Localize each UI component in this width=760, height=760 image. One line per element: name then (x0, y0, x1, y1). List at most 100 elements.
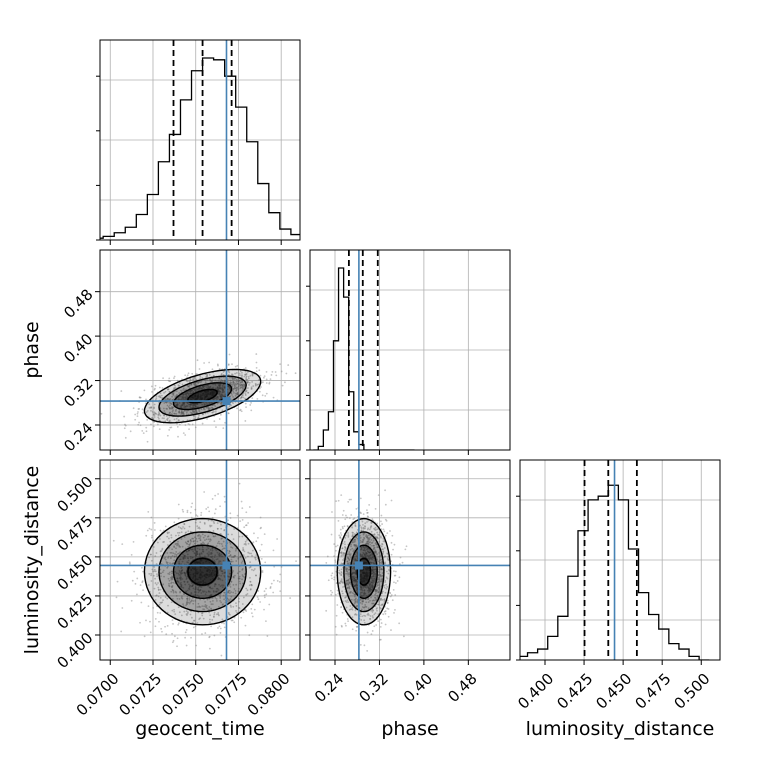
sample-point (376, 589, 378, 592)
sample-point (194, 588, 197, 591)
sample-point (198, 605, 201, 608)
sample-point (370, 588, 373, 591)
sample-point (206, 535, 209, 538)
sample-point (139, 584, 142, 586)
sample-point (175, 572, 178, 575)
sample-point (392, 588, 395, 591)
sample-point (383, 530, 386, 533)
sample-point (236, 382, 239, 385)
sample-point (182, 402, 185, 405)
sample-point (204, 412, 207, 415)
sample-point (182, 393, 185, 396)
sample-point (364, 604, 367, 606)
sample-point (246, 381, 249, 384)
sample-point (139, 621, 141, 624)
sample-point (393, 581, 395, 584)
sample-point (230, 383, 232, 386)
sample-point (170, 578, 173, 581)
sample-point (345, 583, 348, 586)
sample-point (368, 534, 370, 537)
sample-point (199, 617, 202, 620)
sample-point (389, 530, 391, 532)
sample-point (220, 379, 223, 381)
sample-point (385, 519, 388, 522)
sample-point (362, 549, 365, 552)
sample-point (386, 552, 389, 555)
sample-point (196, 594, 199, 597)
sample-point (381, 568, 384, 571)
sample-point (372, 602, 375, 605)
sample-point (217, 493, 220, 495)
sample-point (383, 610, 386, 613)
sample-point (368, 537, 371, 540)
sample-point (171, 577, 174, 580)
sample-point (345, 579, 348, 582)
sample-point (364, 525, 367, 528)
sample-point (374, 529, 377, 532)
sample-point (255, 370, 258, 373)
sample-point (177, 622, 180, 625)
sample-point (182, 412, 185, 415)
sample-point (219, 554, 221, 557)
sample-point (345, 606, 348, 609)
sample-point (213, 559, 216, 562)
sample-point (360, 512, 362, 515)
sample-point (372, 575, 374, 578)
sample-point (199, 521, 202, 524)
sample-point (192, 587, 195, 590)
sample-point (166, 397, 169, 400)
sample-point (230, 581, 233, 583)
sample-point (239, 370, 242, 373)
sample-point (180, 413, 183, 416)
sample-point (342, 552, 345, 554)
sample-point (373, 599, 376, 602)
sample-point (115, 596, 118, 599)
sample-point (216, 386, 219, 389)
sample-point (207, 407, 209, 410)
sample-point (204, 603, 207, 606)
sample-point (181, 566, 183, 569)
sample-point (198, 595, 200, 598)
sample-point (380, 597, 382, 600)
sample-point (177, 580, 179, 583)
sample-point (294, 372, 297, 375)
sample-point (218, 392, 221, 395)
sample-point (354, 538, 356, 541)
sample-point (180, 538, 183, 540)
sample-point (188, 525, 191, 528)
sample-point (197, 588, 200, 590)
contour-0 (187, 388, 218, 404)
sample-point (148, 572, 151, 575)
sample-point (222, 373, 225, 376)
sample-point (202, 548, 205, 551)
sample-point (193, 404, 196, 407)
sample-point (203, 402, 206, 405)
sample-point (205, 591, 208, 594)
sample-point (180, 571, 182, 574)
sample-point (210, 539, 212, 541)
sample-point (356, 559, 359, 562)
sample-point (264, 561, 267, 564)
sample-point (194, 591, 197, 593)
sample-point (360, 529, 363, 532)
sample-point (257, 590, 260, 592)
sample-point (364, 552, 367, 554)
sample-point (241, 375, 243, 378)
sample-point (168, 407, 171, 410)
sample-point (249, 374, 252, 377)
sample-point (185, 380, 188, 382)
sample-point (237, 388, 240, 391)
sample-point (360, 586, 362, 589)
sample-point (359, 548, 362, 551)
sample-point (194, 594, 197, 597)
sample-point (379, 554, 382, 557)
sample-point (168, 571, 171, 574)
sample-point (333, 576, 336, 579)
sample-point (240, 396, 243, 399)
sample-point (344, 547, 347, 550)
sample-point (235, 372, 238, 374)
sample-point (169, 576, 172, 579)
sample-point (365, 552, 368, 555)
sample-point (240, 383, 243, 386)
sample-point (165, 562, 168, 564)
